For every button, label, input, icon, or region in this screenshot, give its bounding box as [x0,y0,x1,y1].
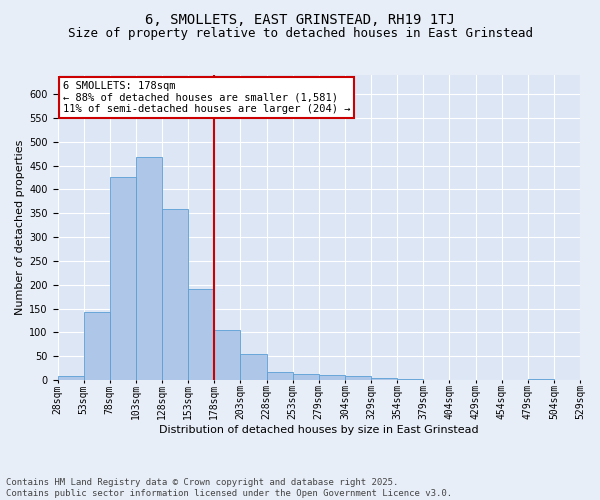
X-axis label: Distribution of detached houses by size in East Grinstead: Distribution of detached houses by size … [159,425,479,435]
Bar [58,376,83,380]
Bar [136,157,162,380]
Bar [293,374,319,380]
Bar [397,379,423,380]
Bar [345,376,371,380]
Text: Contains HM Land Registry data © Crown copyright and database right 2025.
Contai: Contains HM Land Registry data © Crown c… [6,478,452,498]
Bar [110,178,136,380]
Bar [528,378,554,380]
Bar [162,210,188,380]
Text: Size of property relative to detached houses in East Grinstead: Size of property relative to detached ho… [67,28,533,40]
Bar [319,376,345,380]
Bar [83,312,110,380]
Bar [241,354,266,380]
Text: 6, SMOLLETS, EAST GRINSTEAD, RH19 1TJ: 6, SMOLLETS, EAST GRINSTEAD, RH19 1TJ [145,12,455,26]
Bar [266,372,293,380]
Bar [371,378,397,380]
Bar [214,330,241,380]
Text: 6 SMOLLETS: 178sqm
← 88% of detached houses are smaller (1,581)
11% of semi-deta: 6 SMOLLETS: 178sqm ← 88% of detached hou… [63,81,350,114]
Y-axis label: Number of detached properties: Number of detached properties [15,140,25,315]
Bar [188,289,214,380]
